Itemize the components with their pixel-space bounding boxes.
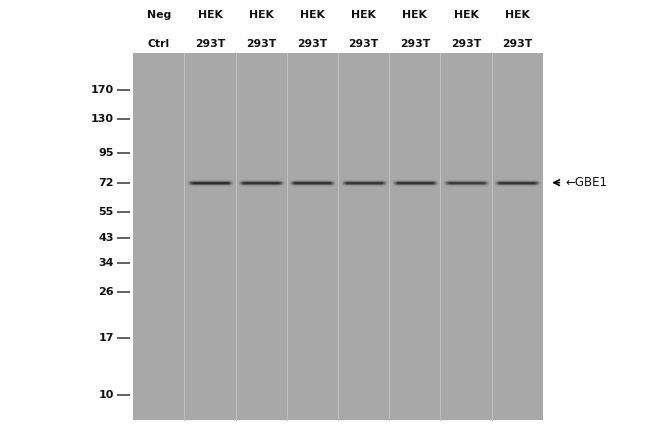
Text: 293T: 293T — [502, 39, 532, 49]
Text: 293T: 293T — [400, 39, 430, 49]
Text: HEK: HEK — [504, 10, 530, 20]
Text: Neg: Neg — [147, 10, 171, 20]
Text: ←GBE1: ←GBE1 — [566, 176, 608, 189]
Text: 17: 17 — [98, 333, 114, 343]
Text: 130: 130 — [91, 114, 114, 124]
Text: 293T: 293T — [451, 39, 481, 49]
Text: 293T: 293T — [297, 39, 328, 49]
Text: 95: 95 — [98, 148, 114, 158]
Text: HEK: HEK — [402, 10, 427, 20]
Text: Ctrl: Ctrl — [148, 39, 170, 49]
Text: 26: 26 — [98, 287, 114, 297]
Text: 43: 43 — [98, 233, 114, 243]
Text: HEK: HEK — [454, 10, 478, 20]
Text: 170: 170 — [90, 85, 114, 95]
Text: 10: 10 — [98, 390, 114, 400]
Text: HEK: HEK — [198, 10, 222, 20]
Text: 293T: 293T — [195, 39, 225, 49]
Text: 55: 55 — [99, 206, 114, 217]
Text: HEK: HEK — [351, 10, 376, 20]
Text: 34: 34 — [98, 258, 114, 268]
Text: HEK: HEK — [300, 10, 325, 20]
Text: 293T: 293T — [348, 39, 379, 49]
Text: HEK: HEK — [249, 10, 274, 20]
Text: 293T: 293T — [246, 39, 276, 49]
Text: 72: 72 — [98, 178, 114, 188]
Bar — [133, 53, 543, 420]
